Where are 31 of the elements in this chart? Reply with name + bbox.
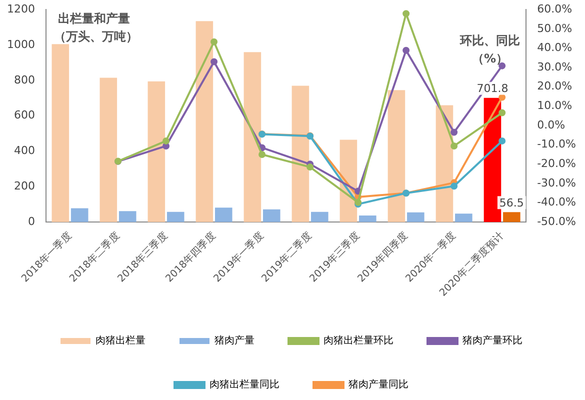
y2-tick-label: 0.0% [537,118,566,132]
legend-label: 猪肉产量 [214,334,254,347]
y2-tick-label: -10.0% [537,138,576,151]
legend-label: 猪肉产量环比 [462,334,522,347]
y-tick-label: 1000 [6,38,35,51]
y2-tick-label: -20.0% [537,157,576,170]
legend-label: 肉猪出栏量同比 [210,378,280,391]
y-tick-label: 800 [14,73,35,86]
data-label: 56.5 [499,196,524,210]
y2-tick-label: 40.0% [537,41,572,54]
y2-axis-title: 环比、同比 [459,34,520,48]
y2-tick-label: -40.0% [537,196,576,209]
y-tick-label: 400 [14,144,35,158]
annotation: （%） [472,52,508,66]
y-tick-label: 1200 [6,2,35,16]
data-label: 701.8 [476,82,508,96]
y2-tick-label: -50.0% [537,214,576,228]
y2-tick-label: -30.0% [537,176,576,190]
y-tick-label: 0 [28,214,35,228]
y-axis-title: 出栏量和产量 [58,12,130,26]
y2-tick-label: 30.0% [537,60,572,74]
y-tick-label: 200 [14,180,35,193]
y2-tick-label: 10.0% [537,99,572,112]
annotation: （万头、万吨） [54,30,138,44]
y2-tick-label: 20.0% [537,80,572,93]
legend-label: 肉猪出栏量环比 [324,334,394,347]
legend-label: 猪肉产量同比 [348,378,408,391]
y-tick-label: 600 [14,108,35,122]
legend-label: 肉猪出栏量 [96,334,146,347]
y2-tick-label: 50.0% [537,22,572,35]
y2-tick-label: 60.0% [537,2,572,16]
